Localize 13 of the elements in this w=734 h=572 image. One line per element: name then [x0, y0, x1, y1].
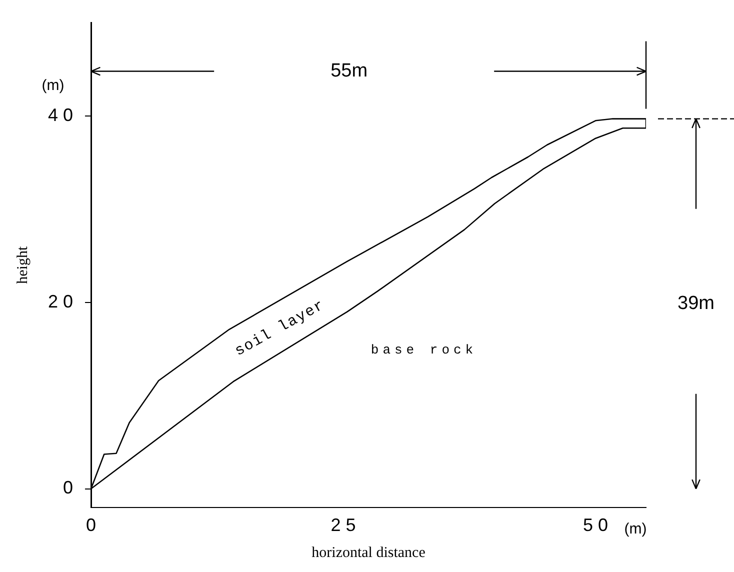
text: (m) — [42, 77, 64, 94]
y-tick-label: 4 0 — [48, 104, 74, 125]
x-tick-label: 5 0 — [583, 515, 608, 536]
annotation: base rock — [370, 342, 478, 358]
y-axis-title: height — [14, 246, 31, 284]
y-tick-label: 2 0 — [48, 291, 74, 312]
text: (m) — [624, 520, 647, 538]
y-tick-label: 0 — [63, 478, 74, 498]
x-tick-label: 0 — [86, 515, 96, 536]
annotation: 55m — [330, 60, 368, 82]
text: 39m — [678, 293, 714, 314]
x-axis-title: horizontal distance — [312, 544, 426, 561]
x-tick-label: 2 5 — [330, 515, 356, 536]
